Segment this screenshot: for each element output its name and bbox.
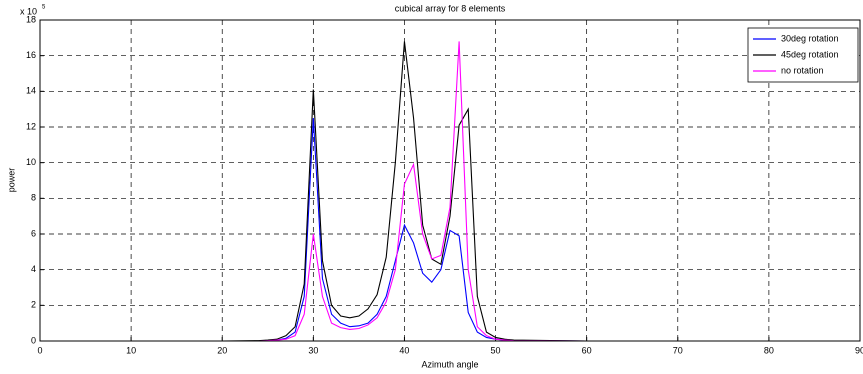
data-line [40, 41, 860, 342]
x-tick-label: 40 [399, 345, 409, 355]
y-tick-label: 6 [31, 228, 36, 238]
x-tick-label: 90 [855, 345, 863, 355]
y-tick-label: 0 [31, 335, 36, 345]
legend-label: 45deg rotation [781, 49, 839, 59]
y-multiplier-exponent: 5 [42, 5, 46, 11]
plot-frame [39, 19, 861, 342]
x-tick-label: 50 [491, 345, 501, 355]
x-tick-label: 30 [308, 345, 318, 355]
x-tick-label: 70 [673, 345, 683, 355]
x-axis-label: Azimuth angle [421, 359, 478, 369]
y-tick-label: 10 [26, 157, 36, 167]
plot-area [40, 20, 860, 341]
y-tick-label: 16 [26, 50, 36, 60]
x-tick-label: 10 [126, 345, 136, 355]
y-tick-label: 14 [26, 86, 36, 96]
y-tick-label: 18 [26, 14, 36, 24]
y-tick-label: 12 [26, 121, 36, 131]
x-tick-label: 0 [37, 345, 42, 355]
y-tick-label: 2 [31, 300, 36, 310]
x-tick-label: 60 [582, 345, 592, 355]
y-axis-label: power [6, 168, 16, 193]
y-multiplier: x 10 [20, 6, 37, 16]
y-tick-label: 4 [31, 264, 36, 274]
legend-label: no rotation [781, 65, 824, 75]
chart-title: cubical array for 8 elements [395, 3, 506, 13]
legend-label: 30deg rotation [781, 33, 839, 43]
x-tick-label: 20 [217, 345, 227, 355]
data-line [40, 41, 860, 342]
x-tick-label: 80 [764, 345, 774, 355]
y-tick-label: 8 [31, 193, 36, 203]
